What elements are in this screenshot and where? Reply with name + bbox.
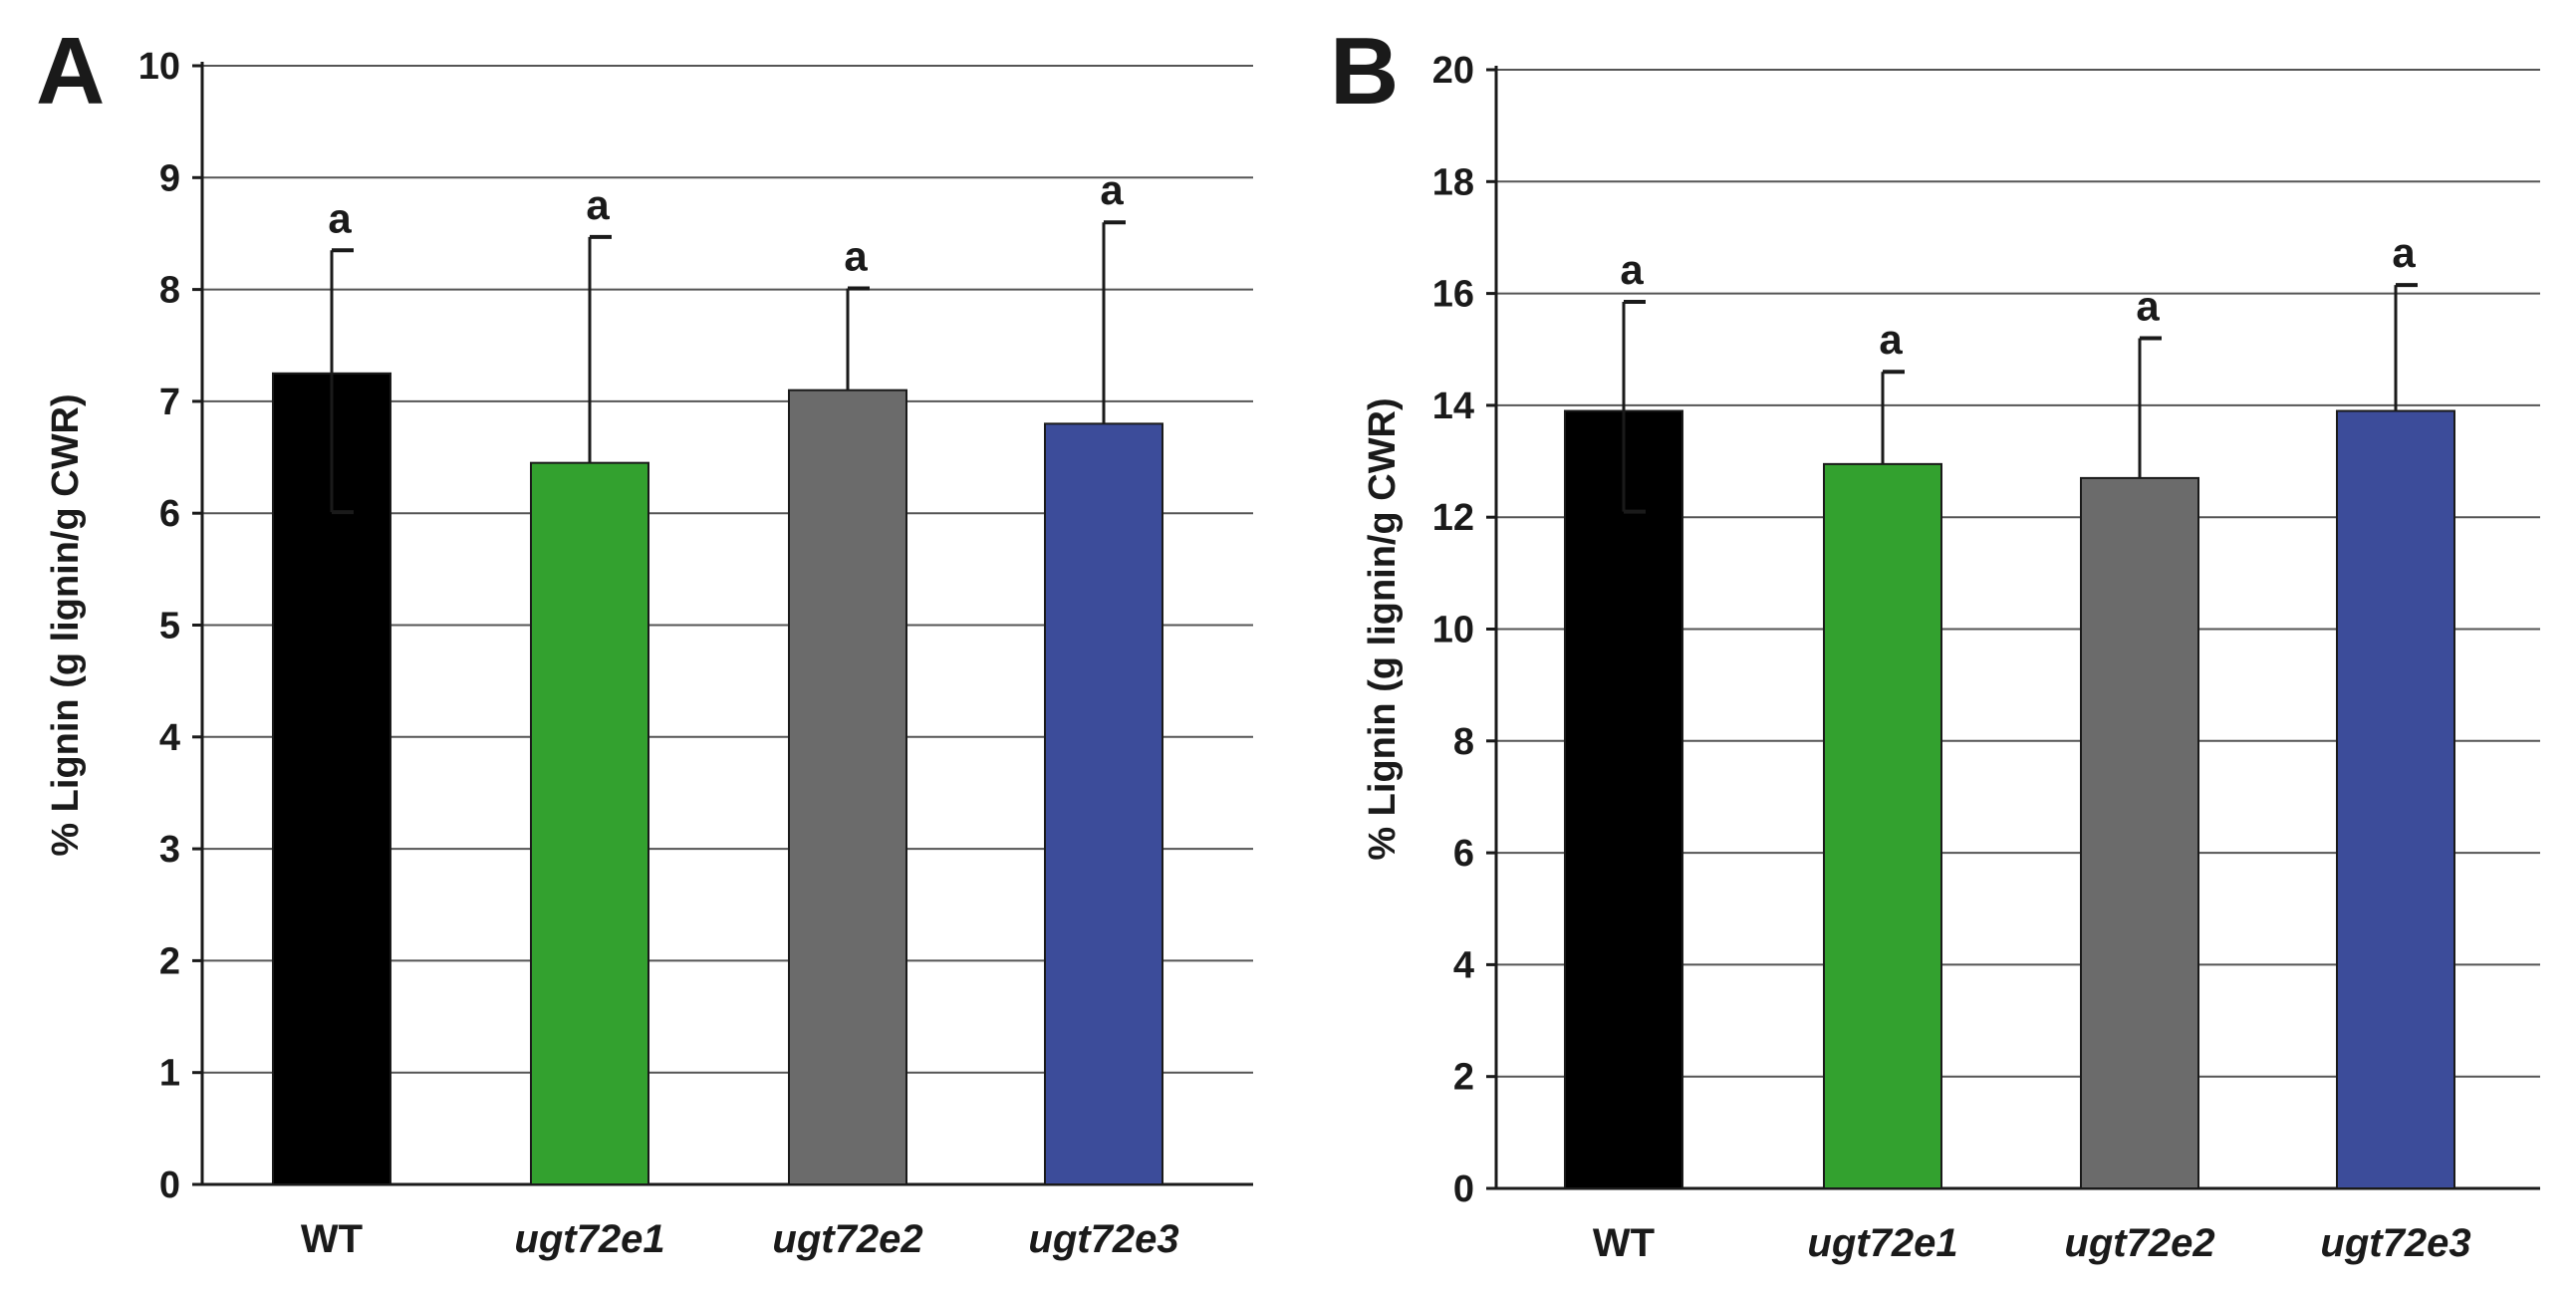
- y-tick-label: 6: [1453, 833, 1474, 875]
- y-tick-label: 5: [159, 606, 180, 647]
- y-tick-label: 18: [1432, 161, 1474, 203]
- y-tick-label: 12: [1432, 497, 1474, 539]
- y-tick-label: 10: [138, 46, 180, 88]
- y-tick-label: 7: [159, 382, 180, 423]
- y-tick-label: 6: [159, 493, 180, 535]
- bar: [1823, 462, 1942, 1190]
- y-tick-label: 0: [1453, 1168, 1474, 1210]
- y-axis-label: % Lignin (g lignin/g CWR): [1362, 397, 1404, 860]
- y-tick-label: 20: [1432, 50, 1474, 92]
- category-label: ugt72e3: [2320, 1221, 2470, 1265]
- panel-letter: A: [36, 18, 105, 125]
- y-tick-label: 8: [159, 270, 180, 312]
- y-tick-label: 16: [1432, 274, 1474, 316]
- significance-label: a: [328, 194, 352, 241]
- significance-label: a: [844, 232, 868, 279]
- category-label: WT: [1593, 1221, 1655, 1265]
- y-tick-label: 2: [1453, 1057, 1474, 1099]
- y-axis-label: % Lignin (g lignin/g CWR): [45, 393, 87, 856]
- category-label: ugt72e1: [514, 1217, 664, 1261]
- chart-panel-b: B 0 2 4 6 8 10 12 14 16 18 20 a WT a ugt72e1 a ugt72e2 a ug…: [1330, 18, 2540, 1265]
- significance-label: a: [1100, 166, 1124, 213]
- significance-label: a: [2136, 283, 2160, 330]
- y-tick-label: 14: [1432, 386, 1474, 427]
- bar: [2336, 409, 2455, 1189]
- y-tick-label: 10: [1432, 610, 1474, 651]
- y-tick-label: 4: [159, 717, 180, 759]
- y-tick-label: 1: [159, 1053, 180, 1095]
- bar: [788, 388, 907, 1186]
- category-label: ugt72e2: [2064, 1221, 2214, 1265]
- y-tick-label: 4: [1453, 944, 1474, 986]
- category-label: ugt72e3: [1028, 1217, 1178, 1261]
- y-tick-label: 2: [159, 940, 180, 982]
- bar: [1044, 422, 1163, 1185]
- significance-label: a: [2392, 229, 2416, 276]
- category-label: ugt72e2: [772, 1217, 922, 1261]
- y-tick-label: 0: [159, 1165, 180, 1206]
- significance-label: a: [1620, 246, 1644, 293]
- y-tick-label: 9: [159, 157, 180, 199]
- category-label: ugt72e1: [1807, 1221, 1957, 1265]
- significance-label: a: [586, 181, 610, 228]
- bar: [2080, 476, 2199, 1189]
- bar: [1564, 409, 1683, 1189]
- category-label: WT: [301, 1217, 363, 1261]
- significance-label: a: [1879, 316, 1903, 363]
- y-tick-label: 3: [159, 829, 180, 871]
- y-tick-label: 8: [1453, 721, 1474, 763]
- panel-letter: B: [1330, 18, 1399, 125]
- bar: [530, 461, 649, 1186]
- chart-panel-a: A 0 1 2 3 4 5 6 7 8 9 10 a WT a ugt72e1 a ugt72e2 a ugt72e3…: [36, 18, 1253, 1261]
